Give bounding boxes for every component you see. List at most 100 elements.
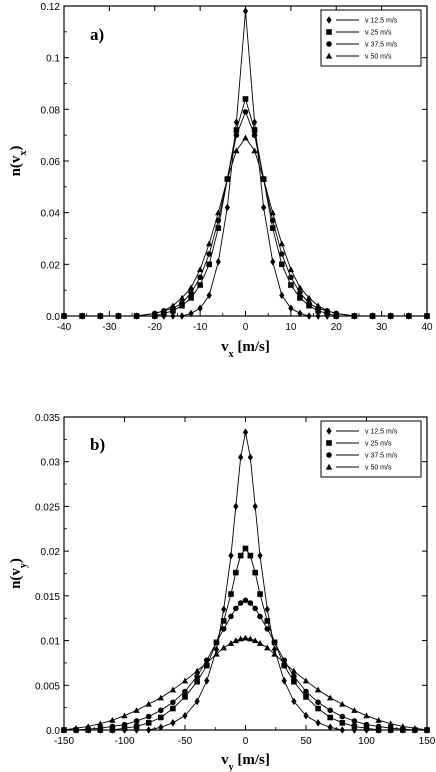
data-point-diamond <box>228 551 234 560</box>
data-point-diamond <box>197 304 203 313</box>
series-line <box>64 599 427 731</box>
data-point-square <box>158 714 164 721</box>
y-tick-label: 0.0 <box>46 726 60 737</box>
series-line <box>64 97 427 317</box>
data-point-circle <box>179 300 185 306</box>
data-point-circle <box>306 300 312 306</box>
data-point-triangle <box>115 312 122 319</box>
data-point-triangle <box>133 312 140 319</box>
x-tick-label: 10 <box>285 322 297 333</box>
legend-box <box>320 420 422 478</box>
y-tick-label: 0.02 <box>41 547 61 558</box>
data-point-circle <box>271 639 278 646</box>
data-point-triangle <box>247 635 254 642</box>
x-axis-label: vx [m/s] <box>221 339 270 360</box>
legend-marker-circle <box>326 41 332 47</box>
data-point-triangle <box>351 312 358 319</box>
data-point-circle <box>297 289 303 296</box>
data-point-triangle <box>269 209 276 216</box>
data-point-triangle <box>151 310 158 317</box>
data-point-triangle <box>399 723 406 730</box>
data-point-square <box>247 552 254 559</box>
legend-marker-triangle <box>325 52 333 59</box>
series-square <box>61 96 430 319</box>
chart-panel-b: -150 -100 -50 0 50 100 150 0.0 0.005 0.01 0.015 0.0… <box>8 413 436 772</box>
legend-marker-triangle <box>325 463 333 470</box>
data-point-diamond <box>224 203 230 212</box>
data-point-circle <box>197 274 203 281</box>
data-point-triangle <box>387 312 394 319</box>
legend-marker-square <box>326 29 332 35</box>
x-tick-label: 100 <box>358 736 375 747</box>
y-tick-label: 0.0 <box>46 312 60 323</box>
data-point-triangle <box>363 712 370 719</box>
data-point-circle <box>228 613 234 620</box>
data-point-square <box>252 569 258 576</box>
data-point-diamond <box>170 719 176 727</box>
legend-marker-diamond <box>326 16 332 24</box>
data-point-triangle <box>423 726 431 733</box>
data-point-diamond <box>221 605 227 614</box>
data-point-square <box>257 591 263 597</box>
legend-marker-circle <box>326 452 332 458</box>
data-point-circle <box>233 605 239 612</box>
data-point-triangle <box>296 284 304 291</box>
data-point-diamond <box>247 453 253 462</box>
data-point-diamond <box>233 502 239 511</box>
data-point-diamond <box>261 203 267 212</box>
data-point-diamond <box>194 697 200 706</box>
data-point-circle <box>339 713 346 720</box>
data-point-diamond <box>251 118 258 127</box>
data-point-triangle <box>271 650 278 657</box>
data-point-triangle <box>242 634 249 641</box>
data-point-triangle <box>232 637 240 644</box>
data-point-diamond <box>257 551 263 560</box>
y-tick-label: 0.04 <box>41 209 61 220</box>
data-point-circle <box>252 605 258 612</box>
legend: v 12.5 m/s v 25 m/s v 37.5 m/s v 50 m/s <box>320 9 422 67</box>
data-point-triangle <box>203 659 210 666</box>
data-point-triangle <box>169 302 177 309</box>
data-point-square <box>121 725 128 732</box>
data-point-circle <box>315 699 321 706</box>
data-point-triangle <box>196 266 204 273</box>
data-point-diamond <box>271 645 278 654</box>
data-point-diamond <box>303 711 309 720</box>
data-point-circle <box>303 688 309 695</box>
data-point-diamond <box>327 723 333 732</box>
data-point-square <box>197 282 203 288</box>
data-point-triangle <box>187 284 195 291</box>
x-tick-label: -20 <box>148 322 163 333</box>
data-point-triangle <box>351 707 358 713</box>
data-point-triangle <box>323 307 331 314</box>
data-point-triangle <box>256 640 264 646</box>
data-point-triangle <box>375 716 382 723</box>
chart-panel-a: -40 -30 -20 -10 0 10 20 30 40 0.0 0.02 0.04 0.06 0.08… <box>8 2 433 360</box>
y-tick-label: 0.08 <box>41 105 61 116</box>
data-point-circle <box>145 713 152 720</box>
legend-label: v 25 m/s <box>365 441 392 448</box>
legend-label: v 12.5 m/s <box>365 429 398 436</box>
data-point-triangle <box>281 659 288 666</box>
data-point-diamond <box>264 605 270 614</box>
data-point-triangle <box>339 700 346 707</box>
data-point-diamond <box>288 304 294 313</box>
x-tick-label: 150 <box>419 736 436 747</box>
data-point-triangle <box>220 644 227 651</box>
data-point-square <box>237 552 244 559</box>
data-point-triangle <box>60 726 68 733</box>
data-point-square <box>327 714 333 721</box>
y-tick-label: 0.01 <box>41 637 61 648</box>
data-point-circle <box>188 289 194 296</box>
panel-label: b) <box>90 435 105 454</box>
data-point-square <box>215 225 222 231</box>
data-point-triangle <box>327 694 334 701</box>
data-point-square <box>297 295 303 301</box>
panel-label: a) <box>90 25 104 44</box>
y-tick-label: 0.12 <box>41 2 61 13</box>
y-axis-label: n(vx) <box>8 146 29 177</box>
data-point-triangle <box>233 147 240 154</box>
data-point-diamond <box>213 645 220 654</box>
data-point-square <box>281 662 288 669</box>
data-point-square <box>264 618 271 624</box>
